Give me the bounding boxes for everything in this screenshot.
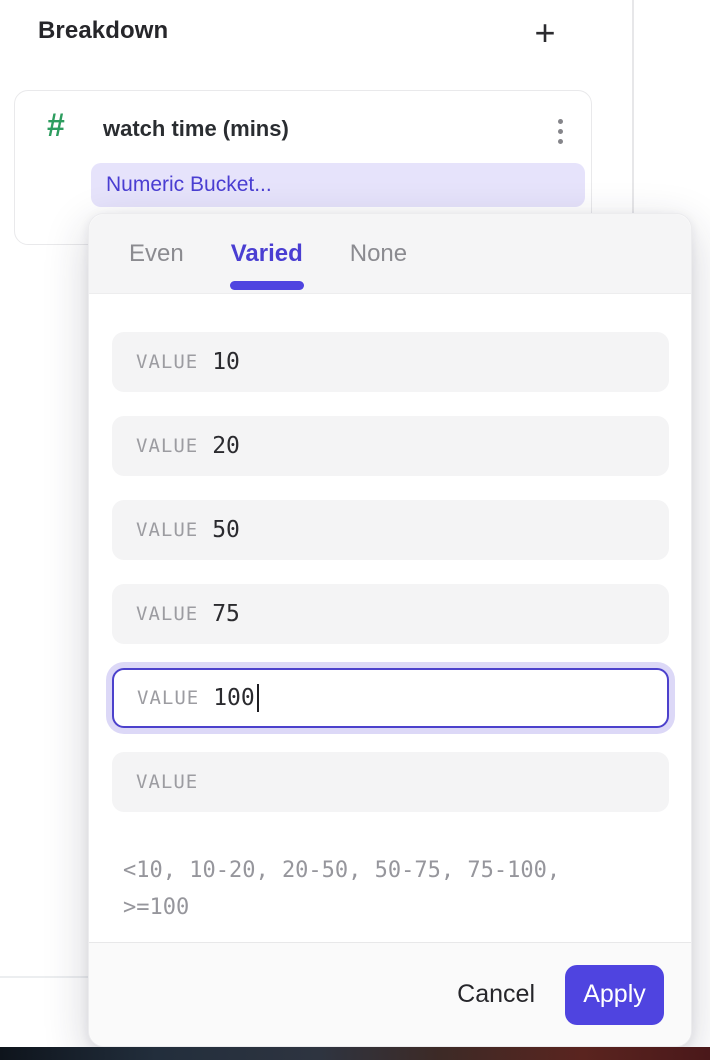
property-name: watch time (mins)	[103, 116, 289, 141]
tab-varied-label: Varied	[230, 239, 303, 267]
add-breakdown-button[interactable]: +	[524, 12, 566, 54]
value-input-row-4[interactable]: VALUE 75	[112, 584, 669, 644]
numeric-bucket-selector[interactable]: Numeric Bucket...	[91, 163, 585, 207]
kebab-menu-icon[interactable]	[543, 107, 577, 155]
value-label: VALUE	[136, 351, 199, 373]
value-text: 100	[213, 685, 255, 711]
value-input-row-5-focused[interactable]: VALUE 100	[112, 668, 669, 728]
bucket-preview-line-2: >=100	[123, 895, 190, 920]
cancel-button[interactable]: Cancel	[457, 980, 535, 1008]
numeric-bucket-popover: Even Varied None VALUE 10 VALUE 20 VALUE…	[88, 213, 692, 1047]
value-input-row-1[interactable]: VALUE 10	[112, 332, 669, 392]
panel-right-divider	[632, 0, 634, 213]
active-tab-underline	[229, 281, 304, 290]
value-label: VALUE	[137, 687, 200, 709]
value-text: 10	[212, 349, 240, 375]
value-text: 75	[212, 601, 240, 627]
clipped-content-strip	[0, 1047, 710, 1060]
value-label: VALUE	[136, 435, 199, 457]
breakdown-property-card: # watch time (mins) Numeric Bucket...	[14, 90, 592, 245]
value-label: VALUE	[136, 771, 199, 793]
tab-even[interactable]: Even	[129, 239, 184, 267]
value-input-row-6-empty[interactable]: VALUE	[112, 752, 669, 812]
text-cursor	[256, 684, 260, 712]
apply-button[interactable]: Apply	[565, 964, 664, 1025]
value-label: VALUE	[136, 519, 199, 541]
bucket-values-list: VALUE 10 VALUE 20 VALUE 50 VALUE 75 VALU…	[89, 294, 691, 942]
value-label: VALUE	[136, 603, 199, 625]
numeric-property-icon: #	[47, 107, 65, 143]
popover-footer: Cancel Apply	[89, 942, 691, 1046]
bucket-mode-tabs: Even Varied None	[89, 214, 691, 294]
panel-section-divider	[0, 976, 88, 978]
value-input-row-3[interactable]: VALUE 50	[112, 500, 669, 560]
tab-none[interactable]: None	[349, 239, 408, 267]
bucket-preview-text: <10, 10-20, 20-50, 50-75, 75-100, >=100	[123, 852, 668, 926]
page-title: Breakdown	[38, 17, 169, 44]
value-input-row-2[interactable]: VALUE 20	[112, 416, 669, 476]
bucket-preview-line-1: <10, 10-20, 20-50, 50-75, 75-100,	[123, 858, 561, 883]
tab-varied[interactable]: Varied	[229, 214, 304, 293]
value-text: 50	[212, 517, 240, 543]
value-text: 20	[212, 433, 240, 459]
